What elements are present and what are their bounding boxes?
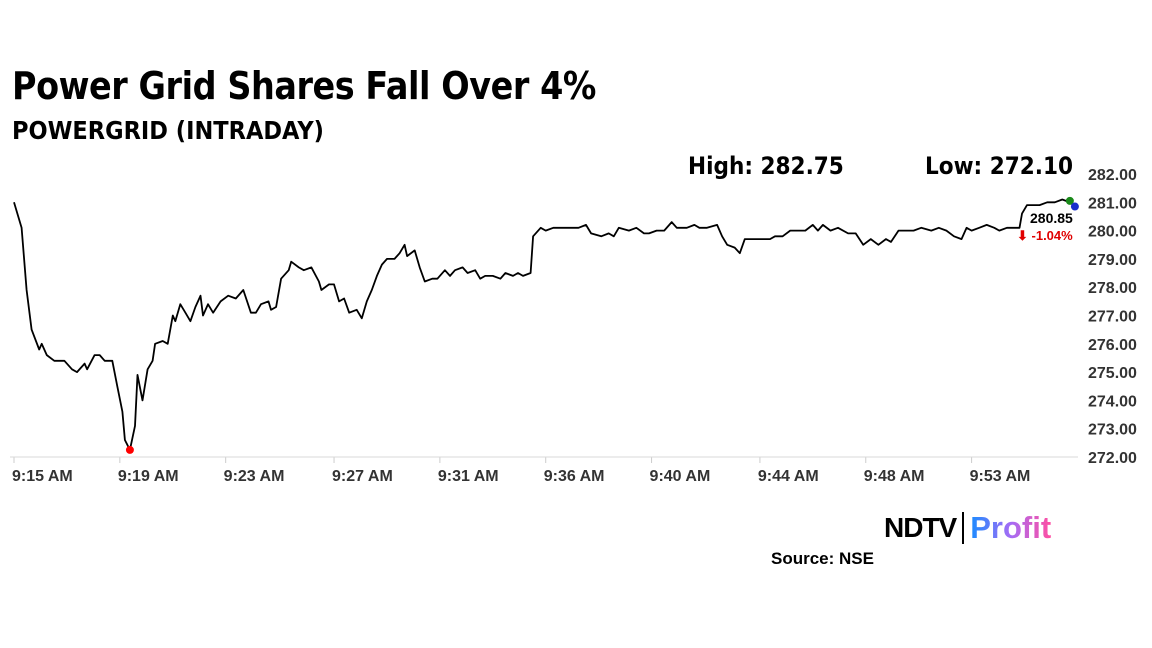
y-tick-label: 277.00 (1088, 309, 1137, 326)
x-tick-label: 9:27 AM (332, 468, 393, 485)
y-tick-label: 274.00 (1088, 393, 1137, 410)
low-marker (125, 445, 134, 454)
last-marker (1070, 202, 1079, 211)
x-tick-label: 9:31 AM (438, 468, 499, 485)
price-line (13, 198, 1076, 451)
y-tick-label: 280.00 (1088, 224, 1137, 241)
high-marker (1065, 196, 1074, 205)
chart-headline: Power Grid Shares Fall Over 4% (12, 64, 596, 108)
source-label: Source: NSE (771, 549, 874, 568)
low-label: Low: 272.10 (925, 152, 1074, 180)
last-price-label: 280.85 (1030, 210, 1073, 226)
x-tick-label: 9:53 AM (970, 468, 1031, 485)
chart-subtitle: POWERGRID (INTRADAY) (12, 116, 324, 145)
y-tick-label: 282.00 (1088, 167, 1137, 184)
y-tick-label: 273.00 (1088, 422, 1137, 439)
y-tick-label: 281.00 (1088, 195, 1137, 212)
high-label: High: 282.75 (688, 152, 844, 180)
change-label: ⬇ -1.04% (1017, 228, 1073, 243)
logo-divider (962, 512, 965, 544)
x-tick-label: 9:44 AM (758, 468, 819, 485)
x-tick-label: 9:48 AM (864, 468, 925, 485)
x-tick-label: 9:19 AM (118, 468, 179, 485)
y-tick-label: 279.00 (1088, 252, 1137, 269)
x-tick-label: 9:23 AM (224, 468, 285, 485)
x-tick-label: 9:15 AM (12, 468, 73, 485)
y-tick-label: 276.00 (1088, 337, 1137, 354)
x-tick-label: 9:40 AM (650, 468, 711, 485)
y-tick-label: 278.00 (1088, 280, 1137, 297)
y-tick-label: 275.00 (1088, 365, 1137, 382)
logo-profit: Profit (970, 510, 1052, 545)
ndtv-profit-logo: NDTV Profit (884, 510, 1051, 546)
y-tick-label: 272.00 (1088, 450, 1137, 467)
logo-ndtv: NDTV (884, 512, 957, 543)
x-tick-label: 9:36 AM (544, 468, 605, 485)
